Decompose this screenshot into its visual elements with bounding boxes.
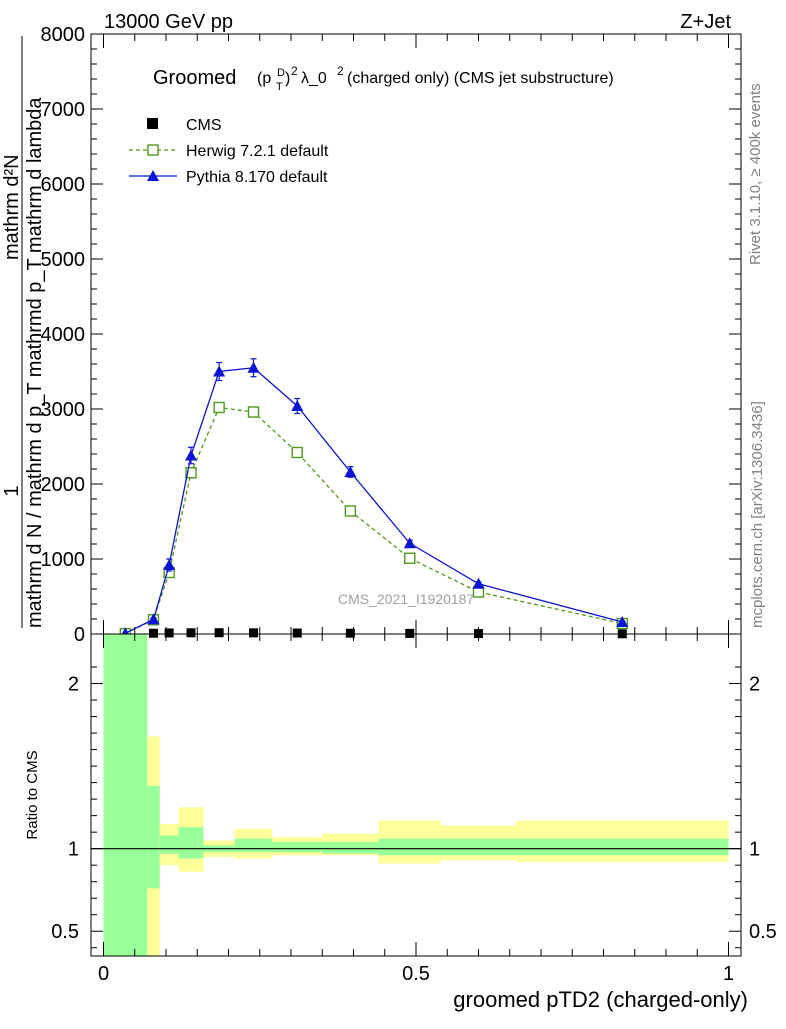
main-ytick-label: 6000 bbox=[41, 174, 86, 196]
header-left: 13000 GeV pp bbox=[104, 11, 233, 33]
ratio-frame bbox=[90, 633, 742, 957]
title-rest: (charged only) (CMS jet substructure) bbox=[347, 70, 614, 87]
title-lambda: λ_0 bbox=[301, 70, 327, 87]
ylabel-numerator-2: mathrm d²N bbox=[1, 154, 23, 260]
ratio-y-label: Ratio to CMS bbox=[24, 750, 41, 839]
cms-point bbox=[186, 628, 196, 638]
title-sub-t: T bbox=[276, 81, 283, 93]
ratio-data-layer bbox=[91, 634, 741, 956]
ratio-stat-band bbox=[272, 842, 323, 852]
pythia-point bbox=[213, 365, 226, 377]
main-ytick-label: 1000 bbox=[41, 549, 86, 571]
ratio-xtick-label: 0.5 bbox=[402, 963, 430, 985]
ratio-ytick-label: 2 bbox=[68, 674, 79, 696]
ratio-panel: 0.5 0.51 12 2 0 0.5 1 bbox=[51, 633, 777, 985]
main-ytick-label: 2000 bbox=[41, 474, 86, 496]
main-panel: 0 1000 2000 3000 4000 5000 6000 7000 8000 bbox=[41, 24, 742, 646]
ratio-stat-band bbox=[516, 838, 729, 856]
rivet-label: Rivet 3.1.10, ≥ 400k events bbox=[747, 83, 764, 265]
legend-marker-cms bbox=[147, 118, 158, 129]
legend-marker-herwig bbox=[147, 144, 159, 156]
pythia-point bbox=[163, 559, 176, 570]
x-axis-label: groomed pTD2 (charged-only) bbox=[453, 987, 748, 1012]
herwig-point bbox=[247, 406, 260, 418]
legend: CMS Herwig 7.2.1 default Pythia 8.170 de… bbox=[129, 117, 329, 186]
legend-label-pythia: Pythia 8.170 default bbox=[186, 169, 328, 186]
cms-point bbox=[164, 628, 174, 638]
main-x-ticks bbox=[103, 34, 729, 634]
main-ytick-label: 8000 bbox=[41, 24, 86, 46]
herwig-point bbox=[404, 552, 416, 564]
cms-point bbox=[345, 628, 355, 638]
ratio-stat-band bbox=[234, 838, 273, 852]
herwig-point bbox=[213, 401, 225, 414]
title-sup-d: D bbox=[277, 67, 285, 79]
title-paren-open: (p bbox=[257, 70, 271, 87]
main-y-ticks: 0 1000 2000 3000 4000 5000 6000 7000 8000 bbox=[41, 24, 741, 646]
main-ytick-label: 0 bbox=[74, 624, 85, 646]
cms-point bbox=[214, 628, 224, 638]
mcplots-label: mcplots.cern.ch [arXiv:1306.3436] bbox=[749, 401, 766, 628]
herwig-point bbox=[344, 505, 357, 517]
ratio-xtick-label: 0 bbox=[98, 963, 109, 985]
title-sup-2b: 2 bbox=[337, 64, 344, 78]
legend-label-cms: CMS bbox=[186, 117, 222, 134]
title-prefix: Groomed bbox=[153, 67, 236, 89]
main-y-label: 1 mathrm d N / mathrm d p_T mathrmd p_T … bbox=[1, 36, 46, 628]
pythia-point bbox=[403, 537, 416, 549]
analysis-watermark: CMS_2021_I1920187 bbox=[338, 591, 474, 607]
main-ytick-label: 7000 bbox=[41, 99, 86, 121]
ratio-ytick-label-right: 2 bbox=[749, 674, 760, 696]
ratio-stat-band bbox=[147, 785, 160, 889]
herwig-point bbox=[291, 446, 303, 459]
ratio-xtick-label: 1 bbox=[723, 963, 734, 985]
ratio-ytick-label: 0.5 bbox=[51, 921, 79, 943]
ratio-y-ticks: 0.5 0.5 1 1 2 2 bbox=[51, 666, 777, 949]
pythia-point bbox=[291, 400, 304, 411]
ratio-stat-band bbox=[178, 827, 204, 859]
legend-label-herwig: Herwig 7.2.1 default bbox=[186, 143, 329, 160]
pythia-point bbox=[472, 577, 485, 589]
pythia-point bbox=[616, 616, 629, 627]
main-title: Groomed (p D T ) 2 λ_0 2 (charged only) … bbox=[153, 64, 614, 93]
ratio-ytick-label-right: 0.5 bbox=[749, 921, 777, 943]
pythia-point bbox=[147, 613, 160, 625]
cms-point bbox=[292, 628, 302, 638]
pythia-point bbox=[344, 466, 357, 477]
ratio-stat-band bbox=[441, 838, 516, 856]
main-ytick-label: 4000 bbox=[41, 324, 86, 346]
cms-point bbox=[149, 628, 158, 638]
main-ytick-label: 5000 bbox=[41, 249, 86, 271]
header-right: Z+Jet bbox=[680, 11, 731, 33]
title-sup-2a: 2 bbox=[291, 64, 298, 78]
herwig-point bbox=[185, 467, 197, 479]
pythia-point bbox=[247, 361, 260, 373]
ratio-ytick-label: 1 bbox=[68, 839, 79, 861]
ratio-stat-band bbox=[159, 835, 179, 854]
ratio-stat-band bbox=[103, 634, 148, 956]
title-paren-close: ) bbox=[285, 70, 290, 87]
pythia-point bbox=[185, 449, 197, 461]
cms-point bbox=[249, 628, 258, 638]
ylabel-denominator: mathrm d N / mathrm d p_T mathrmd p_T ma… bbox=[24, 97, 46, 628]
main-ytick-label: 3000 bbox=[41, 399, 86, 421]
ratio-ytick-label-right: 1 bbox=[749, 839, 760, 861]
cms-point bbox=[405, 628, 415, 638]
ratio-x-ticks: 0 0.5 1 bbox=[98, 634, 734, 985]
ratio-stat-band bbox=[378, 838, 441, 856]
ylabel-numerator-1: 1 bbox=[1, 485, 23, 496]
ratio-stat-band bbox=[322, 842, 379, 854]
legend-marker-pythia bbox=[147, 170, 159, 181]
